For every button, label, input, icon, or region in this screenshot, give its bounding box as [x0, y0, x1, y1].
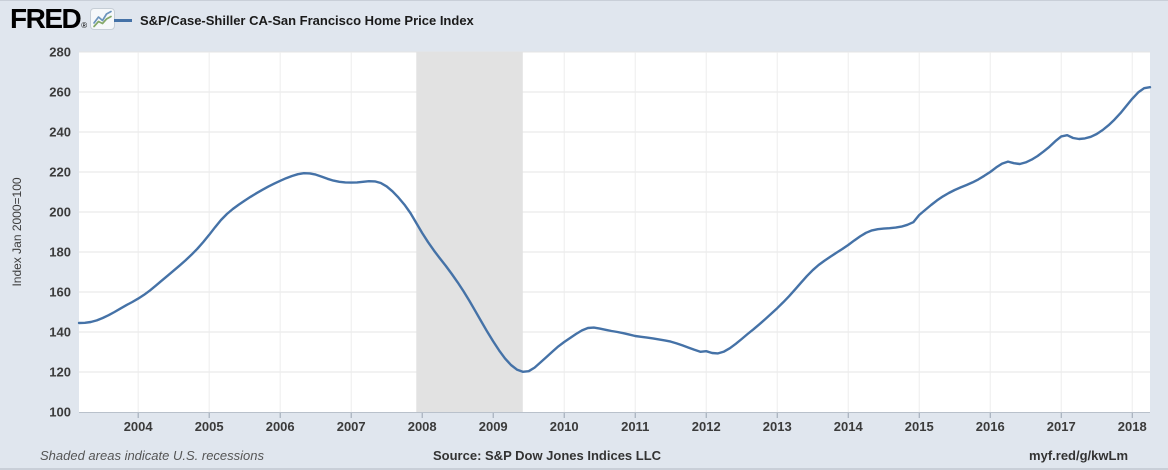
x-tick-label: 2010	[550, 419, 579, 434]
y-tick-label: 220	[49, 165, 71, 180]
x-tick-label: 2009	[479, 419, 508, 434]
plot-area[interactable]	[79, 52, 1150, 412]
x-tick-label: 2018	[1118, 419, 1147, 434]
y-tick-label: 260	[49, 85, 71, 100]
y-tick-label: 140	[49, 325, 71, 340]
x-tick-label: 2013	[763, 419, 792, 434]
x-tick-label: 2015	[905, 419, 934, 434]
x-tick-label: 2006	[266, 419, 295, 434]
fred-logo[interactable]: FRED ®	[10, 3, 116, 34]
x-tick-label: 2005	[195, 419, 224, 434]
registered-mark-icon: ®	[81, 21, 88, 30]
legend-line-swatch	[114, 19, 132, 22]
header: FRED ® S&P/Case-Shiller CA-San Francisco …	[0, 1, 1168, 41]
y-tick-label: 120	[49, 365, 71, 380]
recession-band	[416, 52, 523, 412]
fred-logo-text: FRED	[10, 3, 82, 34]
x-tick-label: 2012	[692, 419, 721, 434]
y-tick-label: 240	[49, 125, 71, 140]
source-text: Source: S&P Dow Jones Indices LLC	[433, 448, 662, 463]
x-tick-label: 2014	[834, 419, 864, 434]
x-tick-label: 2004	[124, 419, 154, 434]
x-tick-label: 2011	[621, 419, 649, 434]
x-tick-label: 2017	[1047, 419, 1076, 434]
recession-note: Shaded areas indicate U.S. recessions	[40, 448, 265, 463]
y-axis-title: Index Jan 2000=100	[10, 177, 24, 286]
footer: Shaded areas indicate U.S. recessions So…	[0, 445, 1168, 469]
x-tick-label: 2016	[976, 419, 1005, 434]
series-legend: S&P/Case-Shiller CA-San Francisco Home P…	[114, 13, 474, 28]
y-tick-label: 180	[49, 245, 71, 260]
series-title: S&P/Case-Shiller CA-San Francisco Home P…	[140, 13, 474, 28]
y-tick-label: 160	[49, 285, 71, 300]
short-url-link[interactable]: myf.red/g/kwLm	[1029, 448, 1128, 463]
y-tick-label: 200	[49, 205, 71, 220]
data-line	[77, 86, 1152, 373]
y-tick-label: 280	[49, 45, 71, 60]
y-tick-label: 100	[49, 405, 71, 420]
x-tick-label: 2007	[337, 419, 366, 434]
x-tick-label: 2008	[408, 419, 437, 434]
